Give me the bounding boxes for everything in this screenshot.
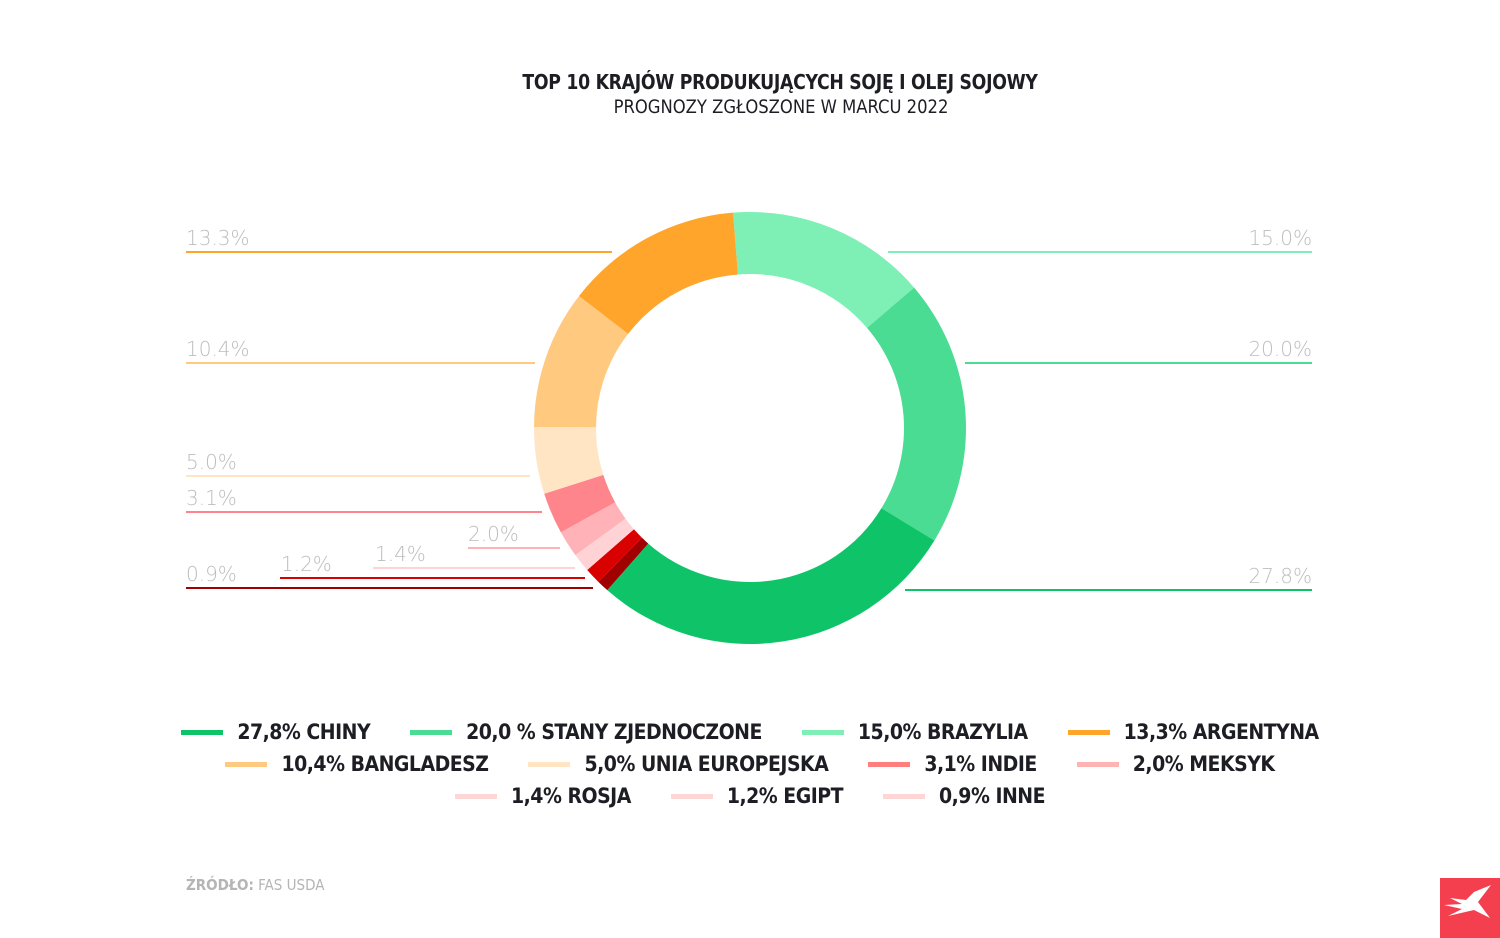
donut-slice xyxy=(534,296,629,428)
legend: 27,8% CHINY 20,0 % STANY ZJEDNOCZONE 15,0%… xyxy=(0,716,1500,812)
legend-label: 27,8% CHINY xyxy=(237,720,371,744)
legend-row: 1,4% ROSJA 1,2% EGIPT 0,9% INNE xyxy=(0,780,1500,812)
legend-swatch xyxy=(225,761,268,767)
legend-label: 2,0% MEKSYK xyxy=(1132,752,1275,776)
slice-label: 13.3% xyxy=(186,226,250,250)
donut-slice xyxy=(560,502,626,556)
slice-label: 10.4% xyxy=(186,337,250,361)
slice-label: 20.0% xyxy=(1248,337,1312,361)
slice-label: 2.0% xyxy=(468,522,519,546)
donut-slice xyxy=(733,212,915,328)
slice-label: 15.0% xyxy=(1248,226,1312,250)
legend-swatch xyxy=(868,761,911,767)
slice-label: 1.4% xyxy=(375,542,426,566)
source-note: ŹRÓDŁO: FAS USDA xyxy=(186,876,324,894)
x-logo-icon xyxy=(1444,885,1491,918)
donut-slice xyxy=(598,537,649,591)
source-value: FAS USDA xyxy=(258,876,325,894)
donut-slice xyxy=(607,508,935,644)
donut-slice xyxy=(579,212,738,334)
legend-label: 20,0 % STANY ZJEDNOCZONE xyxy=(466,720,762,744)
legend-item: 1,4% ROSJA xyxy=(454,784,631,808)
legend-swatch xyxy=(882,793,925,799)
donut-slice xyxy=(534,427,604,494)
brand-logo xyxy=(1440,878,1500,938)
donut-slice xyxy=(587,529,642,582)
donut-slice xyxy=(867,287,967,541)
legend-swatch xyxy=(1076,761,1119,767)
legend-swatch xyxy=(181,729,224,735)
donut-slice xyxy=(575,518,634,570)
legend-label: 0,9% INNE xyxy=(938,784,1046,808)
slice-label: 5.0% xyxy=(186,450,237,474)
legend-item: 5,0% UNIA EUROPEJSKA xyxy=(528,752,829,776)
slice-label: 0.9% xyxy=(186,562,237,586)
legend-item: 2,0% MEKSYK xyxy=(1076,752,1275,776)
legend-item: 1,2% EGIPT xyxy=(670,784,844,808)
legend-label: 1,2% EGIPT xyxy=(726,784,844,808)
legend-swatch xyxy=(670,793,713,799)
legend-label: 15,0% BRAZYLIA xyxy=(857,720,1028,744)
legend-item: 10,4% BANGLADESZ xyxy=(225,752,489,776)
slice-label: 1.2% xyxy=(281,552,332,576)
legend-swatch xyxy=(528,761,571,767)
legend-swatch xyxy=(454,793,497,799)
legend-swatch xyxy=(1067,729,1110,735)
source-label: ŹRÓDŁO: xyxy=(186,876,254,894)
legend-item: 3,1% INDIE xyxy=(868,752,1037,776)
slice-label: 3.1% xyxy=(186,486,237,510)
chart-subtitle: PROGNOZY ZGŁOSZONE W MARCU 2022 xyxy=(613,96,949,118)
legend-item: 27,8% CHINY xyxy=(181,720,371,744)
legend-label: 13,3% ARGENTYNA xyxy=(1123,720,1320,744)
legend-item: 0,9% INNE xyxy=(882,784,1046,808)
chart-title: TOP 10 KRAJÓW PRODUKUJĄCYCH SOJĘ I OLEJ … xyxy=(522,70,1038,94)
slice-label: 27.8% xyxy=(1248,564,1312,588)
legend-item: 15,0% BRAZYLIA xyxy=(801,720,1028,744)
legend-swatch xyxy=(801,729,844,735)
legend-row: 27,8% CHINY 20,0 % STANY ZJEDNOCZONE 15,0%… xyxy=(0,716,1500,748)
legend-label: 1,4% ROSJA xyxy=(510,784,631,808)
legend-label: 10,4% BANGLADESZ xyxy=(281,752,489,776)
legend-row: 10,4% BANGLADESZ 5,0% UNIA EUROPEJSKA 3,1%… xyxy=(0,748,1500,780)
legend-label: 3,1% INDIE xyxy=(924,752,1037,776)
legend-label: 5,0% UNIA EUROPEJSKA xyxy=(584,752,829,776)
legend-item: 13,3% ARGENTYNA xyxy=(1067,720,1320,744)
legend-swatch xyxy=(410,729,453,735)
legend-item: 20,0 % STANY ZJEDNOCZONE xyxy=(410,720,762,744)
donut-slice xyxy=(544,474,616,533)
